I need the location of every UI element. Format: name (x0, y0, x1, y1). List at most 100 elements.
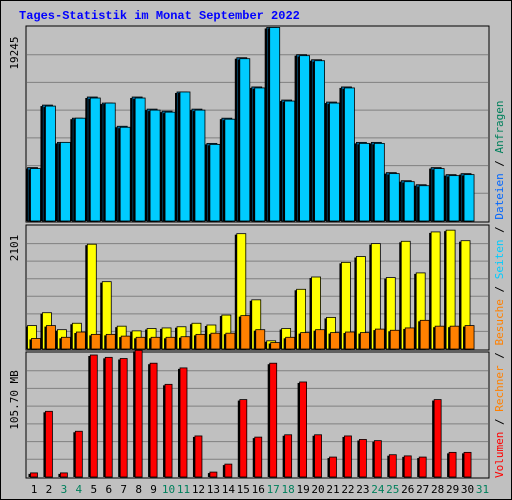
bar-besuche-day-24 (374, 328, 385, 350)
y-axis-max-label: 105.70 MB (8, 370, 21, 430)
x-tick-label-10: 10 (162, 483, 175, 496)
bar-dateien-day-4 (74, 117, 86, 222)
x-tick-label-28: 28 (431, 483, 444, 496)
x-tick-label-8: 8 (135, 483, 142, 496)
x-axis-labels: 1 2 3 4 5 6 7 8 9 10 11 12 13 14 15 16 17 18 19 20 21 22 23 24 2… (31, 483, 489, 496)
bar-dateien-day-5 (89, 97, 101, 222)
legend-separator: / (493, 412, 506, 432)
bar-volumen-day-2 (45, 410, 53, 478)
bar-dateien-day-10 (164, 111, 176, 222)
bar-besuche-day-6 (105, 333, 116, 350)
bar-dateien-day-16 (254, 87, 266, 222)
bar-dateien-day-11 (179, 91, 191, 222)
x-tick-label-22: 22 (341, 483, 354, 496)
x-tick-label-20: 20 (311, 483, 324, 496)
bar-besuche-day-26 (404, 327, 415, 350)
legend: Volumen / Rechner / Besuche / Seiten / D… (493, 100, 506, 478)
bar-volumen-day-20 (314, 434, 322, 478)
bar-dateien-day-21 (329, 102, 340, 222)
bar-volumen-day-8 (134, 349, 143, 478)
bar-besuche-day-19 (300, 332, 311, 350)
x-tick-label-11: 11 (177, 483, 190, 496)
legend-item-dateien: Dateien (493, 173, 506, 219)
legend-separator: / (493, 346, 506, 366)
bar-dateien-day-27 (418, 185, 430, 222)
bar-volumen-day-12 (194, 435, 203, 478)
bar-dateien-day-28 (433, 168, 445, 222)
legend-item-besuche: Besuche (493, 299, 506, 345)
bar-dateien-day-20 (314, 60, 325, 222)
x-tick-label-13: 13 (207, 483, 220, 496)
bar-besuche-day-8 (135, 336, 146, 350)
bar-besuche-day-22 (345, 331, 355, 350)
bar-besuche-day-7 (120, 335, 131, 350)
bar-volumen-day-16 (254, 436, 263, 478)
bar-volumen-day-21 (329, 456, 337, 478)
x-tick-label-19: 19 (296, 483, 309, 496)
x-tick-label-5: 5 (90, 483, 97, 496)
x-tick-label-6: 6 (105, 483, 112, 496)
chart-title: Tages-Statistik im Monat September 2022 (19, 9, 300, 23)
bar-dateien-day-3 (60, 141, 71, 222)
x-tick-label-26: 26 (401, 483, 414, 496)
bar-besuche-day-3 (61, 336, 71, 350)
bar-volumen-day-14 (224, 463, 233, 478)
bar-dateien-day-12 (194, 109, 206, 222)
bar-volumen-day-10 (164, 383, 173, 478)
x-tick-label-12: 12 (192, 483, 205, 496)
bar-volumen-day-29 (448, 451, 457, 478)
bar-volumen-day-1 (30, 472, 38, 478)
bar-dateien-day-23 (358, 142, 370, 222)
bar-besuche-day-20 (315, 329, 325, 350)
x-tick-label-15: 15 (237, 483, 250, 496)
bar-besuche-day-10 (165, 336, 176, 350)
bar-volumen-day-19 (299, 381, 308, 478)
bar-volumen-day-17 (269, 362, 278, 478)
y-axis-max-label: 19245 (8, 36, 21, 69)
y-axis-max-label: 2101 (8, 235, 21, 262)
legend-item-volumen: Volumen (493, 432, 506, 478)
x-tick-label-31: 31 (476, 483, 489, 496)
legend-separator: / (493, 153, 506, 173)
bar-volumen-day-9 (149, 362, 158, 478)
bar-besuche-day-1 (31, 338, 41, 350)
x-tick-label-17: 17 (267, 483, 280, 496)
bar-dateien-day-24 (373, 142, 385, 222)
x-tick-label-30: 30 (461, 483, 474, 496)
x-tick-label-4: 4 (76, 483, 83, 496)
x-tick-label-24: 24 (371, 483, 385, 496)
bar-dateien-day-17 (269, 27, 281, 222)
x-tick-label-27: 27 (416, 483, 429, 496)
x-tick-label-1: 1 (31, 483, 38, 496)
bar-dateien-day-9 (149, 109, 161, 222)
legend-text: Volumen / Rechner / Besuche / Seiten / D… (493, 100, 506, 478)
bar-dateien-day-14 (224, 118, 236, 222)
bar-volumen-day-7 (119, 358, 128, 478)
bar-volumen-day-30 (463, 451, 472, 478)
bar-besuche-day-25 (389, 329, 400, 350)
x-tick-label-9: 9 (150, 483, 157, 496)
bar-besuche-day-27 (419, 319, 430, 350)
bar-dateien-day-19 (299, 55, 311, 222)
bar-volumen-day-5 (89, 354, 98, 478)
bar-dateien-day-8 (134, 97, 146, 222)
bar-seiten-day-5 (86, 243, 97, 350)
bar-dateien-day-22 (344, 87, 355, 222)
x-tick-label-25: 25 (386, 483, 399, 496)
x-tick-label-7: 7 (120, 483, 127, 496)
bar-dateien-day-15 (239, 58, 251, 222)
x-tick-label-18: 18 (282, 483, 295, 496)
x-tick-label-3: 3 (61, 483, 68, 496)
bar-besuche-day-12 (195, 333, 206, 350)
bar-volumen-day-4 (74, 430, 83, 478)
bar-dateien-day-1 (30, 168, 41, 222)
legend-separator: / (493, 279, 506, 299)
legend-separator: / (493, 220, 506, 240)
bar-besuche-day-17 (270, 342, 281, 350)
x-tick-label-2: 2 (46, 483, 53, 496)
bar-volumen-day-28 (433, 399, 442, 478)
x-tick-label-23: 23 (356, 483, 369, 496)
bar-volumen-day-11 (179, 367, 188, 478)
panel-seiten-besuche: 2101 (8, 224, 490, 351)
